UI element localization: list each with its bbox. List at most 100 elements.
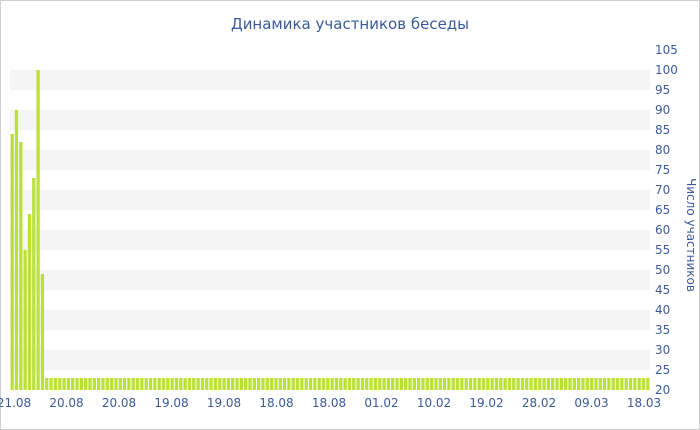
y-axis-ticks: 20 25 30 35 40 45 50 55 60 65 70 75 80 85 90 95 100 105 — [655, 43, 678, 397]
bar — [282, 378, 287, 390]
bar — [114, 378, 118, 390]
bar — [442, 378, 447, 390]
bar — [533, 378, 538, 390]
bar — [261, 378, 265, 390]
bar — [36, 70, 40, 390]
y-tick-label: 45 — [655, 283, 670, 297]
bar — [183, 378, 187, 390]
bar — [274, 378, 278, 390]
bar — [486, 378, 490, 390]
bar — [19, 142, 23, 390]
bar — [187, 378, 192, 390]
bar — [88, 378, 92, 390]
bar — [572, 378, 576, 390]
bar — [49, 378, 53, 390]
bar — [352, 378, 356, 390]
bar — [58, 378, 62, 390]
bar — [144, 378, 148, 390]
bar — [404, 378, 408, 390]
bar — [438, 378, 442, 390]
bar — [455, 378, 460, 390]
bar — [546, 378, 551, 390]
bar — [23, 250, 27, 390]
bar — [624, 378, 628, 390]
bar — [321, 378, 326, 390]
bar — [542, 378, 546, 390]
bar — [339, 378, 343, 390]
bar — [343, 378, 347, 390]
y-tick-label: 25 — [655, 363, 670, 377]
bar — [559, 378, 564, 390]
bar — [40, 274, 45, 390]
bar — [127, 378, 131, 390]
bar — [196, 378, 200, 390]
y-tick-label: 105 — [655, 43, 678, 57]
bar — [503, 378, 507, 390]
bar — [161, 378, 166, 390]
background-bands — [10, 70, 650, 370]
bar — [218, 378, 222, 390]
x-tick-label: 28.02 — [522, 396, 556, 410]
y-tick-label: 65 — [655, 203, 670, 217]
bar — [84, 378, 88, 390]
bar — [239, 378, 244, 390]
y-tick-label: 30 — [655, 343, 670, 357]
bar — [512, 378, 516, 390]
bar — [308, 378, 313, 390]
bar — [140, 378, 144, 390]
x-tick-label: 09.03 — [574, 396, 608, 410]
bar — [594, 378, 598, 390]
bar — [525, 378, 529, 390]
y-tick-label: 80 — [655, 143, 670, 157]
y-tick-label: 95 — [655, 83, 670, 97]
x-tick-label: 18.03 — [627, 396, 661, 410]
bar — [460, 378, 464, 390]
bar — [248, 378, 252, 390]
bar — [131, 378, 135, 390]
bar — [122, 378, 127, 390]
bar — [464, 378, 468, 390]
bar — [79, 378, 84, 390]
bar — [45, 378, 49, 390]
bar — [447, 378, 451, 390]
grid-band — [10, 70, 650, 90]
bar — [148, 378, 153, 390]
grid-band — [10, 190, 650, 210]
bar — [269, 378, 274, 390]
bar — [222, 378, 226, 390]
bar — [395, 378, 399, 390]
bar — [287, 378, 291, 390]
bar — [408, 378, 412, 390]
bar — [326, 378, 330, 390]
bar — [507, 378, 512, 390]
bar — [602, 378, 607, 390]
y-tick-label: 70 — [655, 183, 670, 197]
x-tick-label: 18.08 — [259, 396, 293, 410]
bar — [14, 110, 19, 390]
x-tick-label: 19.02 — [469, 396, 503, 410]
grid-band — [10, 150, 650, 170]
bar — [334, 378, 339, 390]
bar — [451, 378, 455, 390]
bar — [166, 378, 170, 390]
bar — [369, 378, 373, 390]
bar — [646, 378, 650, 390]
bar — [109, 378, 114, 390]
bar — [209, 378, 213, 390]
grid-band — [10, 230, 650, 250]
bars-group — [10, 70, 650, 390]
bar — [615, 378, 620, 390]
y-axis-label: Число участников — [684, 178, 698, 292]
bar — [304, 378, 308, 390]
bar — [27, 214, 32, 390]
bar — [399, 378, 404, 390]
bar — [416, 378, 421, 390]
bar — [92, 378, 96, 390]
bar — [360, 378, 365, 390]
y-tick-label: 40 — [655, 303, 670, 317]
bar — [365, 378, 369, 390]
bar — [256, 378, 261, 390]
bar — [226, 378, 231, 390]
bar — [179, 378, 183, 390]
